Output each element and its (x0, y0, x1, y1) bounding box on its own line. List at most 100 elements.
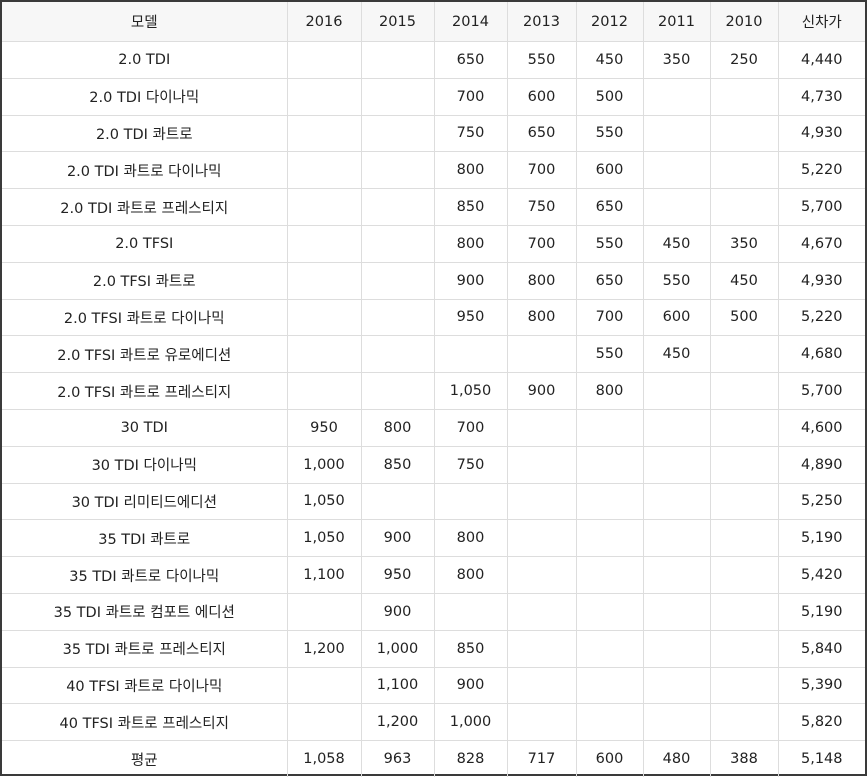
price-cell: 350 (709, 224, 779, 263)
price-cell: 900 (360, 519, 435, 558)
model-cell: 2.0 TDI 콰트로 프레스티지 (2, 188, 288, 226)
new-car-price-cell: 4,930 (777, 114, 865, 153)
table-row: 35 TDI 콰트로 컴포트 에디션 900 5,190 (2, 592, 865, 631)
price-cell (709, 335, 779, 374)
model-cell: 2.0 TFSI 콰트로 다이나믹 (2, 298, 288, 337)
price-cell (286, 151, 362, 190)
table-row: 2.0 TDI 콰트로 다이나믹 800 700 600 5,220 (2, 151, 865, 190)
model-cell: 35 TDI 콰트로 프레스티지 (2, 629, 288, 668)
model-cell: 2.0 TDI 다이나믹 (2, 77, 288, 116)
price-cell: 650 (433, 41, 508, 79)
price-cell: 1,200 (360, 703, 435, 742)
new-car-price-cell: 5,190 (777, 592, 865, 631)
price-cell (575, 703, 644, 742)
price-cell: 700 (433, 408, 508, 447)
price-cell (506, 408, 577, 447)
new-car-price-cell: 4,680 (777, 335, 865, 374)
price-cell: 450 (642, 224, 711, 263)
price-cell (506, 519, 577, 558)
table-row: 40 TFSI 콰트로 프레스티지 1,200 1,000 5,820 (2, 703, 865, 742)
price-cell (642, 372, 711, 410)
price-cell (506, 335, 577, 374)
price-cell (709, 629, 779, 668)
price-cell: 900 (360, 592, 435, 631)
price-cell: 550 (642, 261, 711, 300)
header-model: 모델 (2, 2, 288, 42)
price-cell (286, 261, 362, 300)
price-cell: 550 (575, 114, 644, 153)
price-cell (642, 703, 711, 742)
price-cell (360, 151, 435, 190)
table-row: 30 TDI 다이나믹 1,000 850 750 4,890 (2, 445, 865, 484)
new-car-price-cell: 5,420 (777, 556, 865, 594)
price-cell: 800 (506, 261, 577, 300)
price-cell (506, 482, 577, 521)
price-cell (709, 372, 779, 410)
new-car-price-cell: 5,390 (777, 666, 865, 705)
new-car-price-cell: 5,250 (777, 482, 865, 521)
table-row: 2.0 TFSI 콰트로 프레스티지 1,050 900 800 5,700 (2, 372, 865, 410)
price-cell: 1,100 (286, 556, 362, 594)
table-row: 2.0 TDI 다이나믹 700 600 500 4,730 (2, 77, 865, 116)
price-cell (709, 556, 779, 594)
price-cell (575, 666, 644, 705)
price-cell (575, 592, 644, 631)
price-cell: 700 (506, 151, 577, 190)
price-cell (709, 408, 779, 447)
price-cell (642, 556, 711, 594)
price-cell: 1,200 (286, 629, 362, 668)
table-row: 35 TDI 콰트로 다이나믹 1,100 950 800 5,420 (2, 556, 865, 594)
price-cell: 450 (709, 261, 779, 300)
price-cell (709, 482, 779, 521)
price-cell: 550 (506, 41, 577, 79)
price-cell: 600 (642, 298, 711, 337)
price-cell: 650 (506, 114, 577, 153)
price-cell: 800 (506, 298, 577, 337)
model-cell: 30 TDI 다이나믹 (2, 445, 288, 484)
price-cell (286, 41, 362, 79)
price-cell: 1,050 (286, 519, 362, 558)
price-cell (360, 114, 435, 153)
price-cell (709, 77, 779, 116)
price-cell (360, 188, 435, 226)
price-cell: 700 (575, 298, 644, 337)
price-cell: 963 (360, 740, 435, 777)
price-cell (642, 188, 711, 226)
price-cell: 750 (433, 114, 508, 153)
header-2014: 2014 (433, 2, 508, 42)
price-cell (709, 188, 779, 226)
price-cell (286, 224, 362, 263)
price-cell (642, 114, 711, 153)
price-cell (709, 151, 779, 190)
table-row: 2.0 TDI 콰트로 프레스티지 850 750 650 5,700 (2, 188, 865, 226)
price-cell: 550 (575, 224, 644, 263)
price-cell: 750 (433, 445, 508, 484)
price-cell (642, 151, 711, 190)
price-cell (286, 298, 362, 337)
price-cell: 1,050 (433, 372, 508, 410)
price-cell: 1,058 (286, 740, 362, 777)
table-row: 2.0 TFSI 콰트로 다이나믹 950 800 700 600 500 5,220 (2, 298, 865, 337)
price-cell (286, 188, 362, 226)
new-car-price-cell: 5,820 (777, 703, 865, 742)
table-row: 40 TFSI 콰트로 다이나믹 1,100 900 5,390 (2, 666, 865, 705)
price-cell (360, 335, 435, 374)
new-car-price-cell: 4,730 (777, 77, 865, 116)
model-cell: 2.0 TFSI 콰트로 유로에디션 (2, 335, 288, 374)
price-cell: 800 (433, 224, 508, 263)
price-cell: 350 (642, 41, 711, 79)
price-cell: 800 (360, 408, 435, 447)
price-cell (360, 261, 435, 300)
header-2010: 2010 (709, 2, 779, 42)
price-cell (506, 629, 577, 668)
price-cell: 1,000 (433, 703, 508, 742)
model-cell: 평균 (2, 740, 288, 777)
table-row: 30 TDI 950 800 700 4,600 (2, 408, 865, 447)
price-cell (642, 77, 711, 116)
average-row: 평균 1,058 963 828 717 600 480 388 5,148 (2, 740, 865, 777)
new-car-price-cell: 5,220 (777, 151, 865, 190)
price-cell (709, 666, 779, 705)
price-cell: 700 (433, 77, 508, 116)
